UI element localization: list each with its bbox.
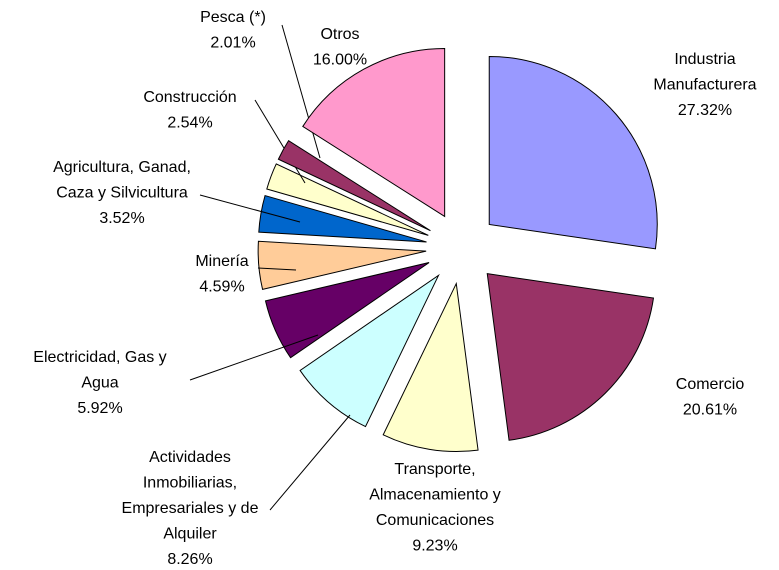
pie-slice [266, 163, 429, 236]
value-label: 9.23% [412, 538, 457, 555]
pie-slice [488, 55, 658, 250]
value-label: 20.61% [683, 402, 737, 419]
leader-line [189, 334, 319, 381]
pie-slice [264, 262, 430, 359]
slice-label: Actividades [149, 449, 231, 466]
value-label: 8.26% [167, 551, 212, 568]
slice-label: Almacenamiento y [369, 487, 501, 504]
value-label: 4.59% [199, 279, 244, 296]
leader-line [257, 267, 297, 271]
value-label: 16.00% [313, 52, 367, 69]
value-label: 5.92% [77, 400, 122, 417]
slice-label: Agua [81, 375, 118, 392]
slice-label: Comercio [676, 376, 745, 393]
leader-line [254, 99, 306, 184]
slice-label: Comunicaciones [376, 512, 494, 529]
slice-label: Agricultura, Ganad, [53, 159, 191, 176]
slice-label: Inmobiliarias, [143, 475, 237, 492]
slice-label: Electricidad, Gas y [33, 349, 166, 366]
slice-label: Construcción [143, 89, 236, 106]
pie-slice [486, 273, 655, 441]
value-label: 3.52% [99, 210, 144, 227]
pie-slice [302, 47, 446, 218]
slice-label: Otros [320, 26, 359, 43]
pie-slice [299, 273, 440, 428]
pie-slice [257, 240, 427, 290]
pie-slice [382, 281, 479, 453]
value-label: 2.01% [210, 35, 255, 52]
slice-label: Industria [674, 51, 735, 68]
slice-label: Caza y Silvicultura [56, 185, 188, 202]
slice-label: Pesca (*) [200, 9, 266, 26]
leader-line [281, 24, 321, 159]
leader-line [269, 414, 351, 511]
leader-line [199, 194, 301, 223]
slice-label: Manufacturera [653, 77, 756, 94]
slice-label: Empresariales y de [122, 500, 259, 517]
slice-label: Minería [195, 253, 248, 270]
slice-label: Alquiler [163, 526, 217, 543]
pie-slice [277, 139, 431, 232]
slice-label: Transporte, [394, 461, 475, 478]
value-label: 27.32% [678, 102, 732, 119]
value-label: 2.54% [167, 115, 212, 132]
pie-slice [258, 194, 427, 243]
